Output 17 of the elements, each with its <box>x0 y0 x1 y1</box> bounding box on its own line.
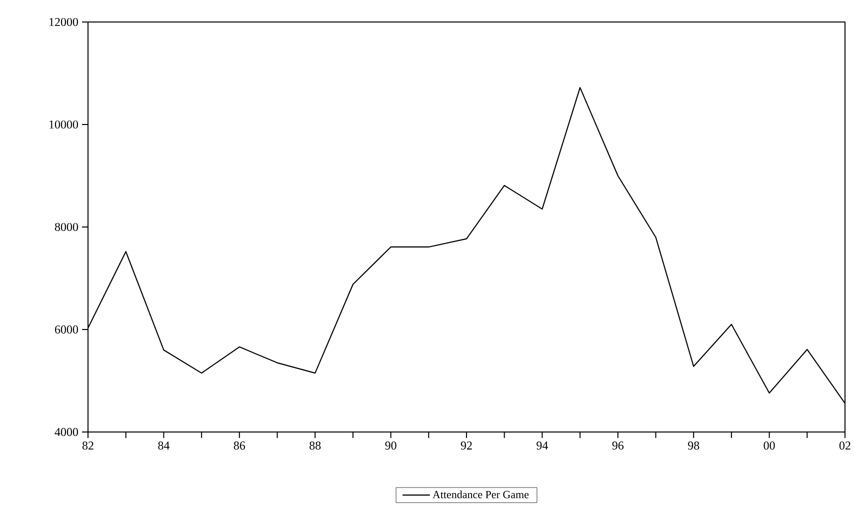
x-tick-label: 82 <box>82 442 94 450</box>
x-tick-label: 90 <box>385 442 396 450</box>
y-tick-label: 12000 <box>50 18 78 26</box>
y-tick-label: 4000 <box>54 428 78 436</box>
x-tick-label: 02 <box>839 442 850 450</box>
x-tick-label: 94 <box>536 442 548 450</box>
y-tick-label: 8000 <box>54 222 78 232</box>
x-tick-label: 98 <box>688 442 700 450</box>
legend-label: Attendance Per Game <box>432 490 529 498</box>
x-tick-label: 00 <box>764 442 775 450</box>
x-tick-label: 84 <box>158 442 170 450</box>
y-tick-label: 6000 <box>54 325 78 334</box>
x-tick-label: 92 <box>460 442 472 450</box>
x-tick-label: 88 <box>310 442 321 450</box>
x-tick-label: 96 <box>612 442 624 450</box>
x-tick-label: 86 <box>234 442 246 450</box>
y-tick-label: 10000 <box>50 120 78 129</box>
